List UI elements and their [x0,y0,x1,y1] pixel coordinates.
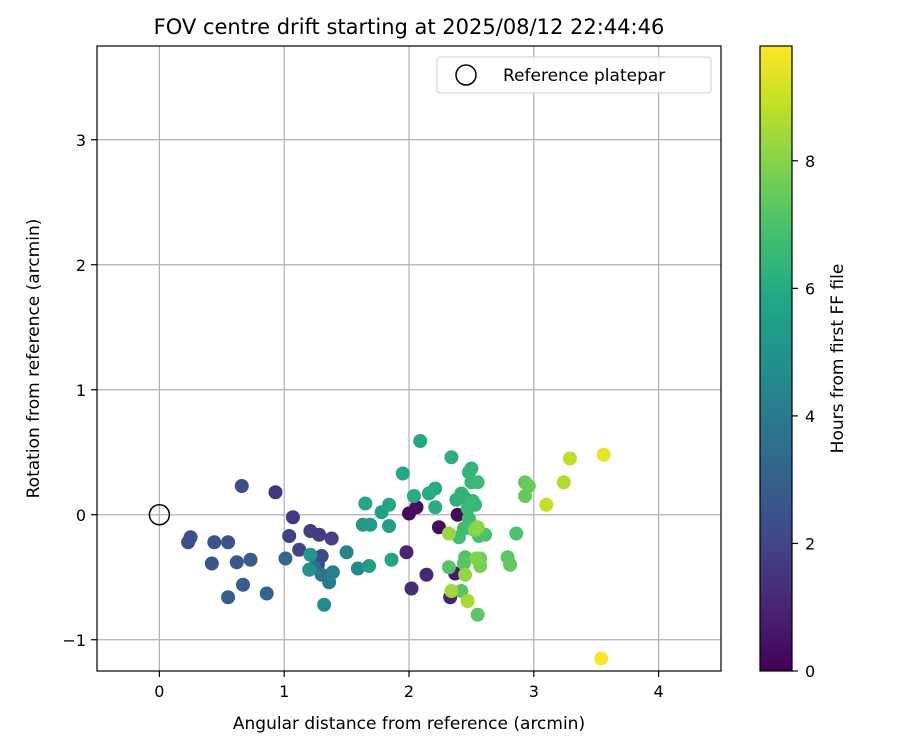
data-point [469,551,484,566]
legend: Reference platepar [436,56,712,94]
data-point [470,520,485,535]
data-point [596,447,611,462]
data-point [509,526,524,541]
data-point [470,475,485,490]
colorbar-ticks: 0 2 4 6 8 [792,152,815,681]
y-tick-label: 3 [76,131,86,150]
data-point [204,556,219,571]
data-point [441,560,456,575]
legend-marker-open-circle [455,64,477,86]
colorbar-gradient [760,46,792,671]
data-point [464,461,479,476]
data-point [221,535,236,550]
data-point [409,500,424,515]
data-point [428,500,443,515]
data-point [404,581,419,596]
colorbar-tick-label: 8 [805,152,815,171]
data-point [325,565,340,580]
data-point [556,475,571,490]
data-point [234,479,249,493]
data-point [503,557,518,572]
y-ticks: −1 0 1 2 3 [62,131,97,650]
y-tick-label: 1 [76,381,86,400]
data-point [363,517,378,532]
data-point [259,586,274,601]
y-tick-label: 2 [76,256,86,275]
data-point [221,590,236,605]
data-point [444,450,459,465]
data-point [350,561,365,576]
data-point [428,481,443,496]
data-point [384,552,399,567]
data-point [441,526,456,541]
data-point [302,562,317,577]
data-point [181,535,196,550]
data-point [456,556,471,571]
data-point [243,552,258,567]
data-point [324,531,339,546]
y-tick-label: 0 [76,506,86,525]
grid-lines [97,46,721,671]
data-point [303,547,318,562]
x-tick-label: 2 [404,682,414,701]
reference-platepar-marker [148,504,171,526]
colorbar: 0 2 4 6 8 Hours from first FF file [759,45,848,681]
legend-box [436,56,712,94]
data-points [181,434,611,666]
data-point [282,529,297,543]
reference-marker-layer [148,504,171,526]
x-tick-label: 3 [529,682,539,701]
data-point [268,485,283,500]
x-ticks: 0 1 2 3 4 [154,671,664,701]
colorbar-tick-label: 6 [805,279,815,298]
colorbar-tick-label: 4 [805,407,815,426]
data-point [207,535,222,550]
data-point [362,559,377,573]
data-point [470,607,485,622]
data-point [278,551,293,566]
x-tick-label: 1 [279,682,289,701]
colorbar-tick-label: 2 [805,534,815,553]
data-point [413,434,428,448]
x-tick-label: 0 [154,682,164,701]
legend-label: Reference platepar [503,66,665,86]
data-point [395,466,410,481]
x-axis-label: Angular distance from reference (arcmin) [233,714,585,734]
data-point [562,451,577,466]
data-point [317,597,332,612]
data-point [285,510,300,525]
data-point [406,489,421,503]
data-point [444,584,459,598]
colorbar-label: Hours from first FF file [828,264,848,454]
data-point [450,507,465,522]
data-point [594,651,609,666]
data-point [460,594,475,608]
data-point [358,496,373,511]
data-point [399,545,414,560]
data-point [458,567,473,582]
colorbar-frame [759,45,793,672]
y-axis-label: Rotation from reference (arcmin) [24,219,44,499]
data-point [382,519,397,533]
data-point [419,567,434,582]
data-point [339,545,354,560]
y-tick-label: −1 [62,631,86,650]
data-point [454,584,469,598]
data-point [431,520,446,535]
chart-title: FOV centre drift starting at 2025/08/12 … [154,15,665,39]
colorbar-tick-label: 0 [805,662,815,681]
data-point [236,577,251,592]
data-point [312,527,327,542]
data-point [518,489,533,503]
data-point [229,555,244,570]
data-point [539,497,554,512]
data-point [382,497,397,512]
x-tick-label: 4 [654,682,664,701]
data-point [292,542,307,557]
